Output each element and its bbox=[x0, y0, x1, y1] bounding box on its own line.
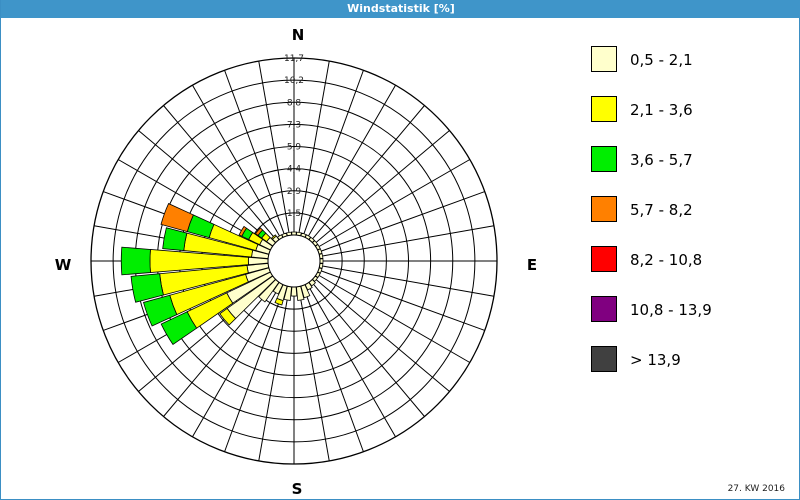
wind-wedge bbox=[130, 273, 164, 303]
ring-label: 8,8 bbox=[287, 98, 302, 108]
grid-spoke bbox=[319, 265, 495, 297]
ring-label: 4,4 bbox=[287, 165, 302, 175]
legend-label: 0,5 - 2,1 bbox=[630, 51, 693, 69]
grid-spoke bbox=[298, 286, 330, 462]
wind-wedge bbox=[290, 286, 298, 297]
grid-spoke bbox=[310, 105, 425, 242]
grid-spoke bbox=[224, 285, 286, 452]
legend-swatch bbox=[591, 46, 617, 72]
legend-swatch bbox=[591, 346, 617, 372]
grid-spoke bbox=[306, 84, 396, 239]
wind-wedge bbox=[160, 203, 194, 233]
wind-wedge bbox=[238, 225, 248, 237]
grid-spoke bbox=[306, 283, 396, 438]
grid-spoke bbox=[316, 273, 471, 363]
week-label: 27. KW 2016 bbox=[727, 484, 785, 494]
grid-spoke bbox=[163, 105, 278, 242]
grid-spoke bbox=[302, 70, 364, 237]
wind-wedge bbox=[120, 246, 151, 276]
center-circle bbox=[267, 234, 321, 288]
grid-spoke bbox=[224, 70, 286, 237]
ring-label: 11,7 bbox=[284, 54, 304, 64]
wind-wedge bbox=[270, 234, 277, 240]
grid-spoke bbox=[258, 60, 290, 236]
grid-spoke bbox=[258, 286, 290, 462]
grid-spoke bbox=[192, 84, 282, 239]
ring-label: 5,9 bbox=[287, 143, 302, 153]
wind-wedge bbox=[160, 311, 198, 346]
wind-wedge bbox=[143, 294, 178, 327]
legend-label: 2,1 - 3,6 bbox=[630, 101, 693, 119]
grid-spoke bbox=[310, 280, 425, 417]
grid-spoke bbox=[298, 60, 330, 236]
grid-spoke bbox=[316, 159, 471, 249]
legend-swatch bbox=[591, 296, 617, 322]
grid-spoke bbox=[302, 285, 364, 452]
legend-label: 5,7 - 8,2 bbox=[630, 201, 693, 219]
grid-spoke bbox=[138, 130, 275, 245]
ring-label: 10,2 bbox=[284, 76, 304, 86]
grid-spoke bbox=[318, 269, 485, 331]
legend-label: > 13,9 bbox=[630, 351, 681, 369]
grid-spoke bbox=[163, 280, 278, 417]
compass-label-s: S bbox=[292, 480, 303, 498]
wind-wedge bbox=[254, 227, 264, 236]
window-title: Windstatistik [%] bbox=[1, 0, 800, 18]
legend-swatch bbox=[591, 96, 617, 122]
legend-label: 10,8 - 13,9 bbox=[630, 301, 712, 319]
ring-label: 1,5 bbox=[287, 209, 301, 219]
wind-wedge bbox=[219, 307, 237, 326]
legend-label: 8,2 - 10,8 bbox=[630, 251, 702, 269]
compass-label-e: E bbox=[527, 256, 537, 274]
legend-label: 3,6 - 5,7 bbox=[630, 151, 693, 169]
legend-swatch bbox=[591, 246, 617, 272]
compass-label-w: W bbox=[55, 256, 72, 274]
legend-swatch bbox=[591, 196, 617, 222]
wind-wedge bbox=[162, 227, 188, 252]
wind-rose-chart: 1,5 2,9 4,4 5,9 7,3 8,8 10,2 11,7 N E S W 0,5 - 2,1 2… bbox=[55, 26, 712, 498]
compass-label-n: N bbox=[292, 26, 305, 44]
grid-spoke bbox=[318, 191, 485, 253]
grid-spoke bbox=[192, 283, 282, 438]
wind-wedge bbox=[274, 297, 284, 306]
grid-spoke bbox=[313, 130, 450, 245]
grid-spoke bbox=[319, 225, 495, 257]
legend-swatch bbox=[591, 146, 617, 172]
ring-label: 2,9 bbox=[287, 187, 302, 197]
grid-spoke bbox=[313, 277, 450, 392]
ring-label: 7,3 bbox=[287, 120, 301, 130]
